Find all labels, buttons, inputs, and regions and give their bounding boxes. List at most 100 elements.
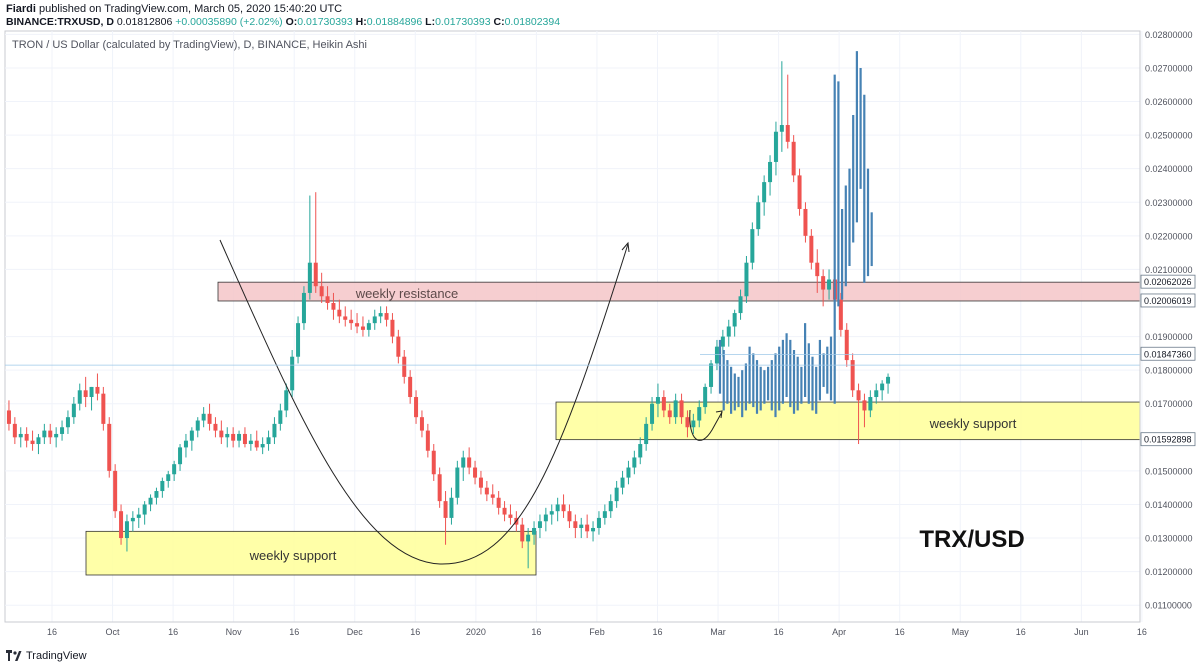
candle-body <box>337 309 342 317</box>
candle-body <box>626 467 631 478</box>
candle-body <box>856 390 861 401</box>
candle-body <box>71 403 76 418</box>
candle-body <box>248 440 253 445</box>
x-tick-label: 16 <box>774 627 784 637</box>
candle-body <box>573 521 578 528</box>
candle-body <box>101 393 106 424</box>
candle-body <box>107 423 112 471</box>
candle-body <box>537 521 542 528</box>
y-tick-label: 0.02600000 <box>1145 97 1193 107</box>
high-value: 0.01884896 <box>366 16 423 28</box>
candle-body <box>148 497 153 505</box>
y-tick-label: 0.01200000 <box>1145 567 1193 577</box>
candle-body <box>827 279 832 290</box>
candle-body <box>325 296 330 303</box>
candle-body <box>154 491 159 498</box>
y-tick-label: 0.02500000 <box>1145 131 1193 141</box>
drawings <box>5 239 1140 565</box>
candle-body <box>419 417 424 431</box>
y-tick-label: 0.01300000 <box>1145 534 1193 544</box>
candle-body <box>360 326 365 330</box>
candle-body <box>449 497 454 518</box>
candle-body <box>720 336 725 347</box>
candle-body <box>815 262 820 277</box>
candle-body <box>195 420 200 431</box>
candle-body <box>803 208 808 236</box>
y-tick-label: 0.01900000 <box>1145 332 1193 342</box>
candle-body <box>567 511 572 522</box>
price-badge <box>1140 432 1196 447</box>
candle-body <box>343 316 348 320</box>
candle-body <box>6 410 11 424</box>
candle-body <box>431 450 436 475</box>
candle-body <box>408 376 413 398</box>
candle-body <box>679 400 684 418</box>
x-tick-label: 16 <box>410 627 420 637</box>
x-tick-label: 16 <box>168 627 178 637</box>
candle-body <box>797 175 802 209</box>
candle-body <box>402 356 407 377</box>
candle-body <box>307 262 312 293</box>
price-badge <box>1140 274 1196 289</box>
price-axis[interactable]: 0.02800000 0.02700000 0.02600000 0.02500000… <box>1139 30 1196 622</box>
small-curve <box>689 409 723 441</box>
tradingview-logo-icon <box>6 650 22 661</box>
chart-labels: TRON / US Dollar (calculated by TradingV… <box>12 39 1025 563</box>
candle-body <box>130 517 135 522</box>
candle-body <box>396 336 401 357</box>
candle-body <box>638 444 643 458</box>
price-badge-label: 0.01592898 <box>1144 435 1192 445</box>
candle-body <box>779 125 784 132</box>
candle-body <box>756 202 761 230</box>
candle-body <box>12 423 17 438</box>
candle-body <box>124 521 129 539</box>
author-name[interactable]: Fiardi <box>6 3 36 15</box>
candle-body <box>526 534 531 542</box>
candle-body <box>620 477 625 488</box>
time-axis[interactable]: 16 Oct 16 Nov 16 Dec 16 2020 16 Feb 16 Mar 16 Apr 16 Ma… <box>5 621 1147 637</box>
candle-body <box>349 319 354 324</box>
candle-body <box>290 356 295 391</box>
candle-body <box>703 386 708 408</box>
candle-body <box>95 386 100 394</box>
candle-body <box>48 430 53 438</box>
candle-body <box>455 467 460 498</box>
x-tick-label: Dec <box>347 627 364 637</box>
y-tick-label: 0.02100000 <box>1145 265 1193 275</box>
candle-body <box>219 430 224 438</box>
candle-body <box>650 403 655 424</box>
candle-body <box>183 440 188 448</box>
candle-body <box>561 504 566 512</box>
candle-body <box>809 235 814 263</box>
zone-box <box>85 530 537 576</box>
x-tick-label: 16 <box>895 627 905 637</box>
price-badge <box>1140 293 1196 308</box>
candle-body <box>880 383 885 391</box>
x-tick-label: May <box>952 627 970 637</box>
curve-arrowhead <box>621 241 630 253</box>
candle-body <box>266 437 271 445</box>
candle-body <box>425 430 430 451</box>
weekly-support-right-label: weekly support <box>929 416 1017 431</box>
publish-line: Fiardi published on TradingView.com, Mar… <box>6 3 342 15</box>
candle-body <box>709 363 714 387</box>
candle-body <box>355 323 360 327</box>
x-tick-label: 16 <box>531 627 541 637</box>
x-tick-label: Mar <box>710 627 726 637</box>
candle-body <box>113 470 118 512</box>
candle-body <box>549 511 554 515</box>
candle-body <box>60 427 65 434</box>
candle-body <box>685 417 690 428</box>
candle-body <box>821 276 826 290</box>
candle-body <box>768 161 773 183</box>
candle-body <box>579 524 584 528</box>
footer-brand[interactable]: TradingView <box>26 650 87 662</box>
y-tick-label: 0.01800000 <box>1145 366 1193 376</box>
candle-body <box>644 423 649 445</box>
candle-body <box>496 497 501 508</box>
candle-body <box>284 390 289 411</box>
candle-body <box>868 397 873 411</box>
candle-body <box>89 386 94 398</box>
candle-body <box>65 417 70 428</box>
